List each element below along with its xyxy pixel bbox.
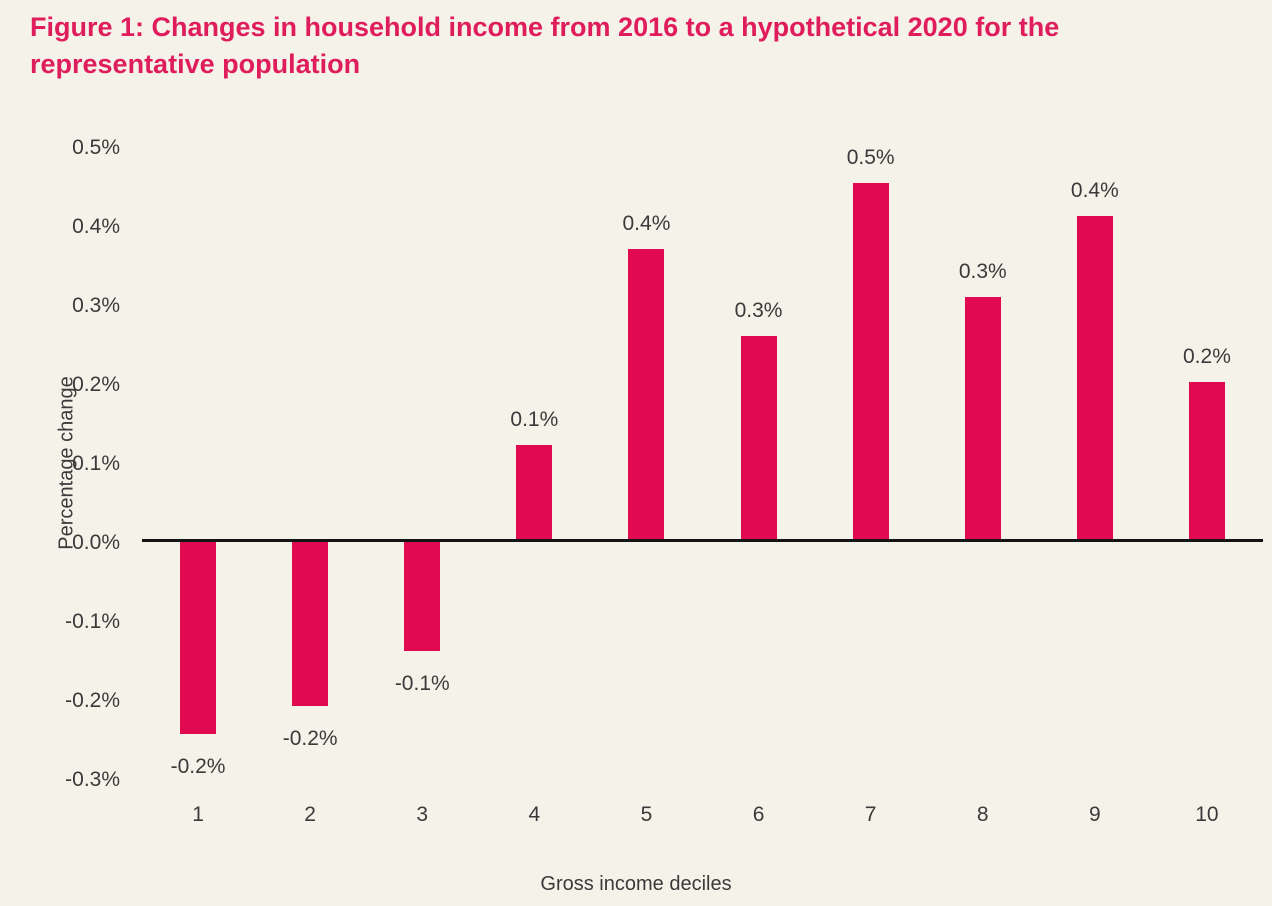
y-axis-tick-label: 0.0% [72,531,120,554]
bar-value-label: 0.4% [1070,179,1119,203]
x-axis-tick-label: 1 [192,803,204,826]
bar [1076,216,1113,540]
bar-value-label: -0.1% [394,671,450,695]
bar-value-label: 0.5% [846,145,895,169]
x-axis-tick-label: 7 [864,803,877,826]
x-axis-tick-label: 10 [1195,803,1219,826]
y-axis-tick-label: 0.4% [72,215,120,238]
x-axis-tick-label: 9 [1089,803,1101,826]
bar [516,445,553,540]
bar-value-label: 0.3% [958,259,1007,283]
bar [852,182,889,540]
y-axis-tick-label: -0.1% [65,610,120,633]
bar-value-label: 0.3% [734,299,783,323]
bar-value-label: 0.4% [622,212,671,236]
y-axis-tick-label: 0.1% [72,452,120,475]
bar-value-label: 0.1% [510,408,559,432]
y-axis-tick-label: 0.2% [72,373,120,396]
bar [292,540,329,706]
bar [404,540,441,651]
x-axis-tick-label: 3 [416,803,429,826]
x-axis-tick-label: 6 [752,803,765,826]
bar [964,296,1001,540]
bar [1188,382,1225,540]
x-axis-tick-label: 2 [304,803,316,826]
bar [740,336,777,540]
zero-axis-line [142,538,1263,542]
bar [628,249,665,540]
y-axis-tick-label: 0.3% [72,294,120,317]
x-axis-tick-label: 8 [976,803,989,826]
x-axis-tick-label: 4 [528,803,541,826]
y-axis-tick-label: -0.3% [65,768,120,791]
x-axis-tick-label: 5 [640,803,653,826]
bar-value-label: -0.2% [282,726,338,750]
bar [180,540,217,734]
figure-title: Figure 1: Changes in household income fr… [30,12,1060,79]
y-axis-tick-label: 0.5% [72,136,120,159]
bar-value-label: 0.2% [1183,345,1231,368]
x-axis-title: Gross income deciles [540,873,732,895]
y-axis-tick-label: -0.2% [65,689,120,712]
bar-value-label: -0.2% [170,754,226,778]
